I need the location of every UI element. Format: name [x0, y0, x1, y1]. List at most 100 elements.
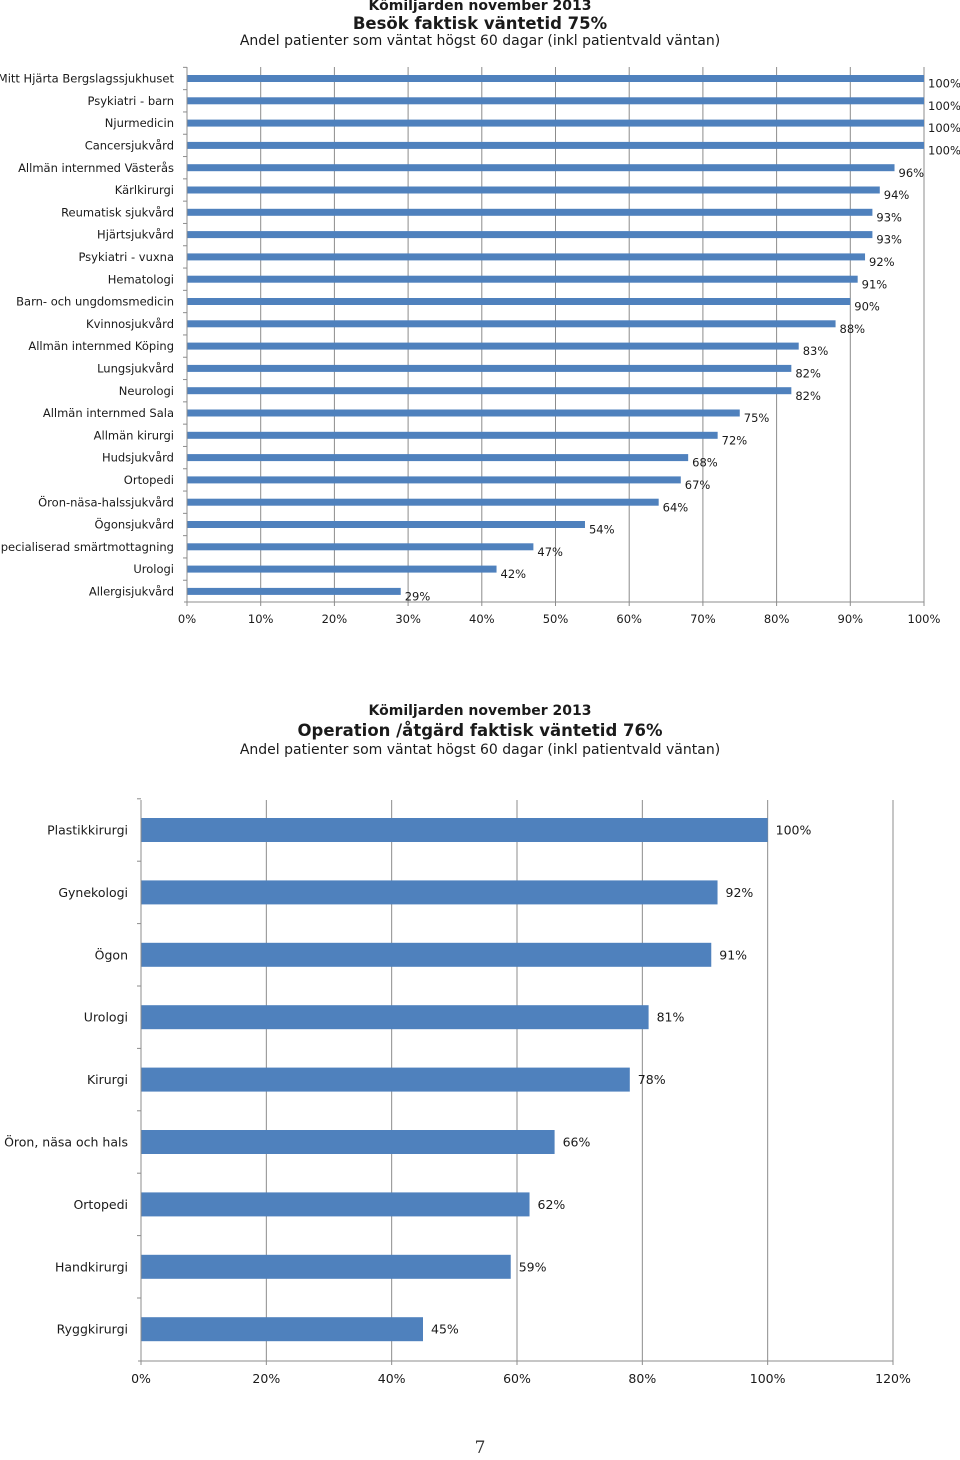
chart2-category-label: Ryggkirurgi [57, 1322, 128, 1337]
chart1-x-tick-label: 70% [690, 612, 716, 626]
chart1-bar [187, 498, 659, 506]
chart1-bar [187, 431, 718, 439]
chart1-category-label: Allmän internmed Västerås [18, 161, 174, 175]
chart1-category-label: Ögonsjukvård [95, 516, 175, 532]
chart2-category-label: Ortopedi [73, 1197, 128, 1212]
chart1-category-label: Allmän kirurgi [94, 428, 174, 442]
chart2-title-block: Kömiljarden november 2013 Operation /åtg… [0, 703, 960, 758]
chart1-category-label: Psykiatri - barn [88, 94, 175, 108]
chart1-category-label: Neurologi [119, 384, 174, 398]
chart2-bar [141, 1192, 530, 1217]
chart1-x-tick-label: 30% [395, 612, 421, 626]
chart1-value-label: 93% [876, 233, 902, 247]
chart2-bar [141, 1317, 423, 1342]
chart1-value-label: 54% [589, 523, 615, 537]
chart1-bar [187, 186, 880, 194]
chart1-value-label: 96% [899, 166, 925, 180]
chart1-value-label: 29% [405, 590, 431, 604]
chart1-bar [187, 208, 873, 216]
chart1-category-label: Psykiatri - vuxna [78, 250, 174, 264]
chart1-bar [187, 164, 895, 172]
chart1-bar [187, 141, 924, 149]
chart1-value-label: 72% [722, 433, 748, 447]
chart1-x-tick-label: 80% [764, 612, 790, 626]
chart1-bar [187, 565, 497, 573]
chart2-bar [141, 1130, 555, 1154]
chart2-value-label: 66% [563, 1135, 591, 1150]
chart1-bar [187, 75, 924, 82]
chart1-category-label: Barn- och ungdomsmedicin [16, 295, 174, 309]
chart2-x-tick-label: 120% [875, 1371, 911, 1386]
chart1-value-label: 47% [537, 545, 563, 559]
chart1-category-label: Specialiserad smärtmottagning [0, 540, 174, 554]
chart1-x-tick-label: 20% [322, 612, 348, 626]
chart2-value-label: 59% [519, 1259, 547, 1274]
chart1-bar [187, 275, 858, 283]
chart1-value-label: 75% [744, 411, 770, 425]
chart1-value-label: 64% [663, 500, 689, 514]
chart1-bar [187, 476, 681, 484]
chart1-caption: Andel patienter som väntat högst 60 daga… [239, 33, 721, 49]
chart1-bar [187, 454, 689, 462]
chart1-category-label: Cancersjukvård [85, 139, 174, 153]
chart1-category-label: Hematologi [108, 272, 174, 286]
chart1-bar [187, 409, 740, 417]
chart1-x-tick-label: 40% [469, 612, 495, 626]
chart2-value-label: 81% [657, 1010, 685, 1025]
chart2-category-label: Handkirurgi [55, 1259, 128, 1274]
chart1-x-tick-label: 0% [178, 612, 196, 626]
chart2-value-label: 45% [431, 1322, 459, 1337]
chart1-value-label: 67% [685, 478, 711, 492]
chart1-bar [187, 521, 585, 528]
chart1-category-label: Kärlkirurgi [115, 183, 174, 197]
chart2-category-label: Gynekologi [58, 885, 128, 900]
chart1-value-label: 42% [501, 567, 527, 581]
chart2-bar [141, 1067, 630, 1092]
chart1-bar [187, 543, 534, 551]
chart2-category-label: Öron, näsa och hals [4, 1134, 128, 1150]
chart1-category-label: Hjärtsjukvård [97, 228, 174, 242]
chart2-x-tick-label: 100% [750, 1371, 786, 1386]
chart1-bar [187, 387, 792, 395]
chart2-plot: 0% 20% 40% 60% 80% 100% 120% Plastikkirurgi 100%… [4, 798, 911, 1386]
chart1-bar [187, 298, 851, 305]
chart1-bar [187, 320, 836, 328]
chart1-category-label: Lungsjukvård [97, 362, 174, 376]
chart2-x-tick-label: 60% [503, 1371, 531, 1386]
chart1-value-label: 100% [928, 99, 960, 113]
chart1-x-tick-label: 100% [908, 612, 941, 626]
chart1-category-label: Allmän internmed Sala [43, 406, 174, 420]
chart1-category-label: Njurmedicin [105, 116, 174, 130]
chart1-value-label: 82% [795, 367, 821, 381]
chart1-title-block: Kömiljarden november 2013 Besök faktisk … [0, 0, 960, 49]
chart1-value-label: 83% [803, 344, 829, 358]
chart2-x-tick-label: 20% [252, 1371, 280, 1386]
chart1-value-label: 94% [884, 188, 910, 202]
chart2-bar [141, 942, 712, 967]
chart1-x-tick-label: 90% [838, 612, 864, 626]
chart2-bar [141, 818, 768, 842]
chart2-subtitle: Operation /åtgärd faktisk väntetid 76% [297, 721, 663, 740]
chart1-value-label: 68% [692, 456, 718, 470]
chart2-value-label: 92% [726, 885, 754, 900]
chart1-bar [187, 231, 873, 239]
chart1-x-tick-label: 50% [543, 612, 569, 626]
chart1-value-label: 100% [928, 144, 960, 158]
chart2-category-label: Urologi [84, 1010, 128, 1025]
chart1-value-label: 100% [928, 121, 960, 135]
chart1-category-label: Mitt Hjärta Bergslagssjukhuset [0, 72, 174, 86]
chart1-category-label: Hudsjukvård [102, 451, 174, 465]
chart1-category-label: Öron-näsa-halssjukvård [38, 493, 174, 509]
chart1-bar [187, 119, 924, 127]
chart2-value-label: 91% [719, 947, 747, 962]
page-number: 7 [474, 1438, 486, 1458]
chart1-value-label: 90% [854, 300, 880, 314]
chart1-category-label: Allmän internmed Köping [28, 339, 174, 353]
chart1-value-label: 100% [928, 77, 960, 91]
chart2-bar [141, 1254, 511, 1279]
chart1-category-label: Reumatisk sjukvård [61, 205, 174, 219]
chart1-category-label: Ortopedi [124, 473, 174, 487]
chart1-bar [187, 342, 799, 350]
chart2-title: Kömiljarden november 2013 [368, 703, 592, 719]
chart1-value-label: 82% [795, 389, 821, 403]
